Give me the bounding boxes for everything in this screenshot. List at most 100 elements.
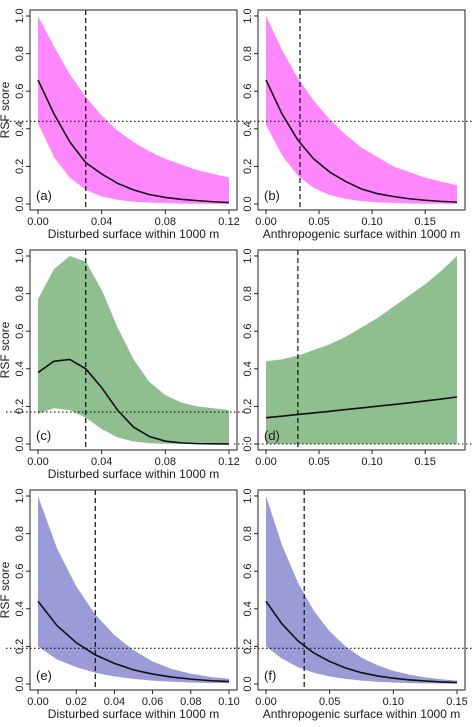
plot-frame: [257, 489, 466, 691]
y-tick-label: 1.0: [242, 248, 254, 263]
x-tick-label: 0.00: [27, 696, 48, 708]
y-axis-title: RSF score: [0, 321, 12, 378]
x-tick-label: 0.12: [218, 216, 239, 228]
y-tick-label: 0.0: [14, 436, 26, 451]
x-tick-label: 0.06: [142, 696, 163, 708]
x-tick-label: 0.05: [308, 456, 329, 468]
fitted-line: [37, 358, 230, 445]
y-tick-label: 0.0: [242, 196, 254, 211]
y-tick-label: 1.0: [14, 8, 26, 23]
x-tick-label: 0.10: [383, 696, 404, 708]
y-axis-title: RSF score: [0, 561, 12, 618]
x-axis-title: Disturbed surface within 1000 m: [48, 467, 219, 481]
y-tick-label: 0.0: [14, 196, 26, 211]
panel-tag: (a): [36, 188, 52, 203]
x-tick-label: 0.04: [91, 216, 112, 228]
panel-tag: (d): [264, 428, 280, 443]
x-tick-label: 0.00: [255, 696, 276, 708]
y-tick-label: 0.2: [14, 639, 26, 654]
y-tick-label: 1.0: [14, 248, 26, 263]
plot-frame: [29, 249, 238, 451]
x-tick-label: 0.10: [218, 696, 239, 708]
x-tick-label: 0.12: [218, 456, 239, 468]
plot-frame: [257, 9, 466, 211]
x-axis-title: Disturbed surface within 1000 m: [48, 227, 219, 241]
x-tick-label: 0.10: [361, 216, 382, 228]
y-tick-label: 0.6: [242, 84, 254, 99]
confidence-band: [38, 496, 229, 684]
x-tick-label: 0.15: [414, 456, 435, 468]
y-tick-label: 1.0: [14, 488, 26, 503]
y-tick-label: 0.4: [14, 121, 26, 136]
x-tick-label: 0.10: [361, 456, 382, 468]
x-tick-label: 0.00: [255, 216, 276, 228]
y-tick-label: 0.2: [242, 399, 254, 414]
panel-tag: (f): [264, 668, 276, 683]
confidence-band: [38, 16, 229, 204]
panel-d: 0.0 0.2 0.4 0.6 0.8 1.0 0.00 0.05 0.10 0.15 (d): [234, 248, 473, 468]
panel-tag: (b): [264, 188, 280, 203]
fitted-line: [265, 79, 458, 203]
x-tick-label: 0.04: [104, 696, 125, 708]
x-tick-label: 0.00: [255, 456, 276, 468]
panel-tag: (e): [36, 668, 52, 683]
y-tick-label: 0.8: [242, 46, 254, 61]
plot-frame: [29, 489, 238, 691]
x-axis-title: Anthropogenic surface within 1000 m: [263, 227, 460, 241]
y-tick-label: 0.4: [242, 121, 254, 136]
fitted-line: [265, 600, 458, 684]
x-tick-label: 0.15: [446, 696, 467, 708]
y-tick-label: 1.0: [242, 488, 254, 503]
x-tick-label: 0.00: [27, 216, 48, 228]
y-tick-label: 0.0: [14, 676, 26, 691]
panel-a: 0.0 0.2 0.4 0.6 0.8 1.0 0.00 0.04 0.08 0.12Distur…: [0, 8, 245, 241]
y-tick-label: 0.8: [14, 526, 26, 541]
x-tick-label: 0.05: [319, 696, 340, 708]
y-tick-label: 0.6: [242, 564, 254, 579]
x-tick-label: 0.05: [308, 216, 329, 228]
x-tick-label: 0.04: [91, 456, 112, 468]
y-tick-label: 0.8: [242, 526, 254, 541]
fitted-line: [37, 79, 230, 204]
x-tick-label: 0.08: [155, 216, 176, 228]
confidence-band: [266, 256, 457, 444]
confidence-band: [266, 496, 457, 684]
y-tick-label: 0.6: [14, 324, 26, 339]
y-tick-label: 0.2: [242, 159, 254, 174]
y-tick-label: 0.2: [14, 159, 26, 174]
y-tick-label: 0.6: [14, 84, 26, 99]
y-tick-label: 0.4: [242, 601, 254, 616]
y-tick-label: 0.2: [14, 399, 26, 414]
confidence-band: [38, 256, 229, 444]
y-tick-label: 0.8: [242, 286, 254, 301]
y-tick-label: 0.4: [14, 601, 26, 616]
y-axis-title: RSF score: [0, 81, 12, 138]
y-tick-label: 0.0: [242, 436, 254, 451]
plot-frame: [29, 9, 238, 211]
panel-tag: (c): [36, 428, 51, 443]
panel-f: 0.0 0.2 0.4 0.6 0.8 1.0 0.00 0.05 0.10 0.15Anthro…: [234, 488, 473, 721]
x-tick-label: 0.15: [414, 216, 435, 228]
x-axis-title: Anthropogenic surface within 1000 m: [263, 707, 460, 721]
panel-e: 0.0 0.2 0.4 0.6 0.8 1.0 0.00 0.02 0.04 0.06 0.08 0.…: [0, 488, 245, 721]
y-tick-label: 0.8: [14, 286, 26, 301]
y-tick-label: 0.8: [14, 46, 26, 61]
y-tick-label: 0.2: [242, 639, 254, 654]
plot-frame: [257, 249, 466, 451]
confidence-band: [266, 16, 457, 204]
x-tick-label: 0.00: [27, 456, 48, 468]
y-tick-label: 0.0: [242, 676, 254, 691]
y-tick-label: 0.6: [14, 564, 26, 579]
x-tick-label: 0.02: [65, 696, 86, 708]
y-tick-label: 0.4: [242, 361, 254, 376]
y-tick-label: 1.0: [242, 8, 254, 23]
y-tick-label: 0.4: [14, 361, 26, 376]
x-tick-label: 0.08: [180, 696, 201, 708]
panel-c: 0.0 0.2 0.4 0.6 0.8 1.0 0.00 0.04 0.08 0.12Distur…: [0, 248, 245, 481]
panel-b: 0.0 0.2 0.4 0.6 0.8 1.0 0.00 0.05 0.10 0.15Anthro…: [234, 8, 473, 241]
y-tick-label: 0.6: [242, 324, 254, 339]
x-axis-title: Disturbed surface within 1000 m: [48, 707, 219, 721]
x-tick-label: 0.08: [155, 456, 176, 468]
fitted-line: [37, 600, 230, 683]
